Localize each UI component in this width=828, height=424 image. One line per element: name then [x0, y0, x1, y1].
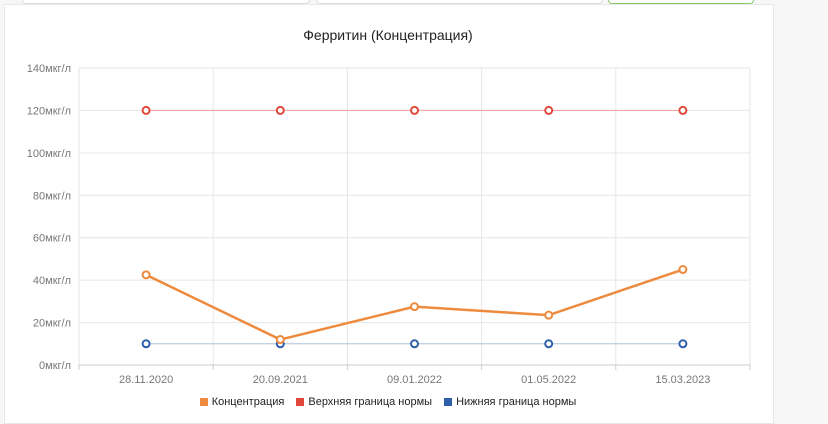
y-tick-label: 0мкг/л: [39, 360, 71, 372]
data-point-0: [141, 270, 151, 280]
data-point-0: [275, 335, 285, 345]
legend-swatch: [444, 398, 453, 406]
legend-swatch: [199, 398, 208, 406]
legend-item[interactable]: Нижняя граница нормы: [444, 396, 576, 408]
chart-card: [4, 4, 774, 424]
x-tick-label: 01.05.2022: [521, 374, 576, 386]
legend-label: Нижняя граница нормы: [456, 396, 577, 408]
y-tick-label: 80мкг/л: [33, 190, 71, 202]
data-point-0: [678, 265, 688, 275]
data-point-1: [410, 105, 419, 115]
y-tick-label: 120мкг/л: [27, 105, 71, 117]
legend-label: Концентрация: [211, 396, 285, 408]
data-point-2: [410, 339, 419, 349]
x-tick-label: 20.09.2021: [253, 374, 308, 386]
y-tick-label: 140мкг/л: [27, 63, 71, 75]
data-point-1: [275, 105, 285, 115]
legend-item[interactable]: Концентрация: [199, 396, 285, 408]
data-point-2: [544, 339, 554, 349]
data-point-2: [678, 339, 688, 349]
chart-legend: Концентрация Верхняя граница нормы Нижняя …: [0, 396, 776, 408]
data-point-0: [544, 310, 554, 320]
data-point-1: [141, 105, 151, 115]
data-point-1: [678, 105, 688, 115]
data-point-0: [410, 302, 419, 312]
y-tick-label: 20мкг/л: [33, 318, 71, 330]
y-tick-label: 60мкг/л: [33, 233, 71, 245]
data-point-2: [141, 339, 151, 349]
x-tick-label: 28.11.2020: [119, 374, 173, 386]
y-tick-label: 40мкг/л: [33, 275, 71, 287]
legend-item[interactable]: Верхняя граница нормы: [296, 396, 432, 408]
chart-title: Ферритин (Концентрация): [303, 27, 473, 43]
data-point-1: [544, 105, 554, 115]
x-tick-label: 15.03.2023: [655, 374, 710, 386]
y-tick-label: 100мкг/л: [27, 148, 71, 160]
x-tick-label: 09.01.2022: [387, 374, 442, 386]
legend-label: Верхняя граница нормы: [308, 396, 433, 408]
legend-swatch: [296, 398, 305, 406]
